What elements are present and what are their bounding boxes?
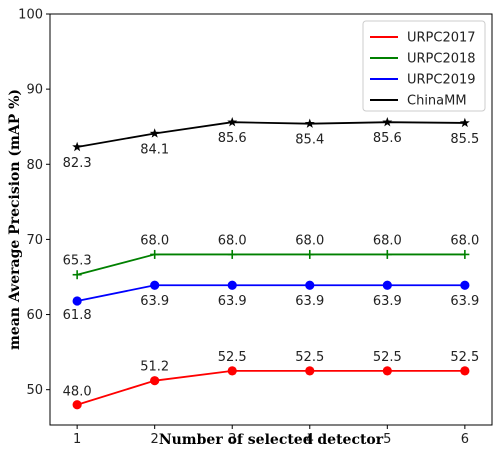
point-urpc2017 — [460, 366, 470, 376]
data-label-urpc2017: 48.0 — [63, 385, 92, 400]
series-line-urpc2019 — [76, 284, 465, 302]
axes: 50 60 70 80 90 100 1 2 3 4 5 6 — [18, 8, 493, 447]
point-urpc2019 — [150, 280, 160, 290]
data-label-urpc2017: 52.5 — [218, 350, 247, 365]
plot-frame — [49, 13, 493, 426]
data-label-urpc2018: 68.0 — [450, 233, 479, 248]
data-label-urpc2019: 63.9 — [218, 294, 247, 309]
data-label-urpc2019: 63.9 — [140, 294, 169, 309]
point-chinamm — [382, 117, 393, 127]
y-tick-label: 50 — [26, 383, 43, 398]
x-tick-label: 6 — [461, 432, 469, 447]
legend-label-urpc2017: URPC2017 — [407, 31, 476, 46]
point-urpc2018 — [460, 249, 470, 259]
data-label-urpc2019: 63.9 — [373, 294, 402, 309]
data-label-chinamm: 85.4 — [295, 133, 324, 148]
point-chinamm — [149, 128, 160, 138]
point-urpc2019 — [305, 280, 315, 290]
x-axis-title: Number of selected detector — [159, 432, 384, 448]
point-urpc2019 — [460, 280, 470, 290]
point-urpc2018 — [382, 249, 392, 259]
y-tick-label: 100 — [18, 8, 43, 23]
point-urpc2018 — [72, 270, 82, 280]
data-labels-group: 48.0 51.2 52.5 52.5 52.5 52.5 65.3 68.0 68.0 68.0… — [63, 131, 480, 400]
point-urpc2017 — [382, 366, 392, 376]
series-line-urpc2017 — [76, 370, 465, 406]
data-label-chinamm: 82.3 — [63, 156, 92, 171]
point-chinamm — [459, 117, 470, 128]
y-tick-label: 80 — [26, 158, 43, 173]
x-tick-label: 5 — [383, 432, 391, 447]
y-tick-label: 70 — [26, 233, 43, 248]
point-chinamm — [227, 117, 238, 127]
point-urpc2019 — [227, 280, 237, 290]
series-group — [72, 117, 470, 410]
legend-label-urpc2018: URPC2018 — [407, 52, 476, 67]
point-urpc2017 — [150, 376, 160, 386]
data-label-urpc2019: 63.9 — [295, 294, 324, 309]
point-urpc2018 — [150, 249, 160, 259]
data-label-urpc2018: 65.3 — [63, 254, 92, 269]
series-urpc2017 — [72, 366, 470, 410]
series-line-urpc2018 — [76, 253, 465, 276]
point-urpc2019 — [382, 280, 392, 290]
data-label-urpc2019: 63.9 — [450, 294, 479, 309]
y-tick-label: 90 — [26, 83, 43, 98]
series-line-chinamm — [76, 121, 465, 148]
data-label-chinamm: 85.6 — [373, 131, 402, 146]
legend-label-chinamm: ChinaMM — [407, 94, 467, 109]
point-urpc2018 — [227, 249, 237, 259]
data-label-urpc2017: 52.5 — [373, 350, 402, 365]
data-label-chinamm: 85.5 — [450, 132, 479, 147]
y-tick-label: 60 — [26, 308, 43, 323]
data-label-urpc2018: 68.0 — [218, 233, 247, 248]
data-label-urpc2017: 51.2 — [140, 360, 169, 375]
data-label-urpc2018: 68.0 — [140, 233, 169, 248]
series-urpc2019 — [72, 280, 470, 306]
point-urpc2019 — [72, 296, 82, 306]
x-tick-label: 3 — [228, 432, 236, 447]
data-label-urpc2018: 68.0 — [295, 233, 324, 248]
point-urpc2017 — [227, 366, 237, 376]
data-label-chinamm: 85.6 — [218, 131, 247, 146]
data-label-urpc2017: 52.5 — [450, 350, 479, 365]
point-urpc2018 — [305, 249, 315, 259]
legend-box — [362, 20, 486, 112]
point-urpc2017 — [305, 366, 315, 376]
legend: URPC2017 URPC2018 URPC2019 ChinaMM — [362, 20, 486, 112]
point-chinamm — [72, 141, 83, 152]
x-tick-label: 2 — [151, 432, 159, 447]
x-tick-label: 1 — [73, 432, 81, 447]
series-chinamm — [72, 117, 470, 152]
data-label-chinamm: 84.1 — [140, 142, 169, 157]
data-label-urpc2018: 68.0 — [373, 233, 402, 248]
data-label-urpc2017: 52.5 — [295, 350, 324, 365]
point-urpc2017 — [72, 400, 82, 410]
x-tick-label: 4 — [306, 432, 314, 447]
series-urpc2018 — [72, 249, 470, 280]
y-axis-title: mean Average Precision (mAP %) — [7, 89, 23, 350]
data-label-urpc2019: 61.8 — [63, 308, 92, 323]
point-chinamm — [304, 118, 315, 128]
legend-label-urpc2019: URPC2019 — [407, 73, 476, 88]
